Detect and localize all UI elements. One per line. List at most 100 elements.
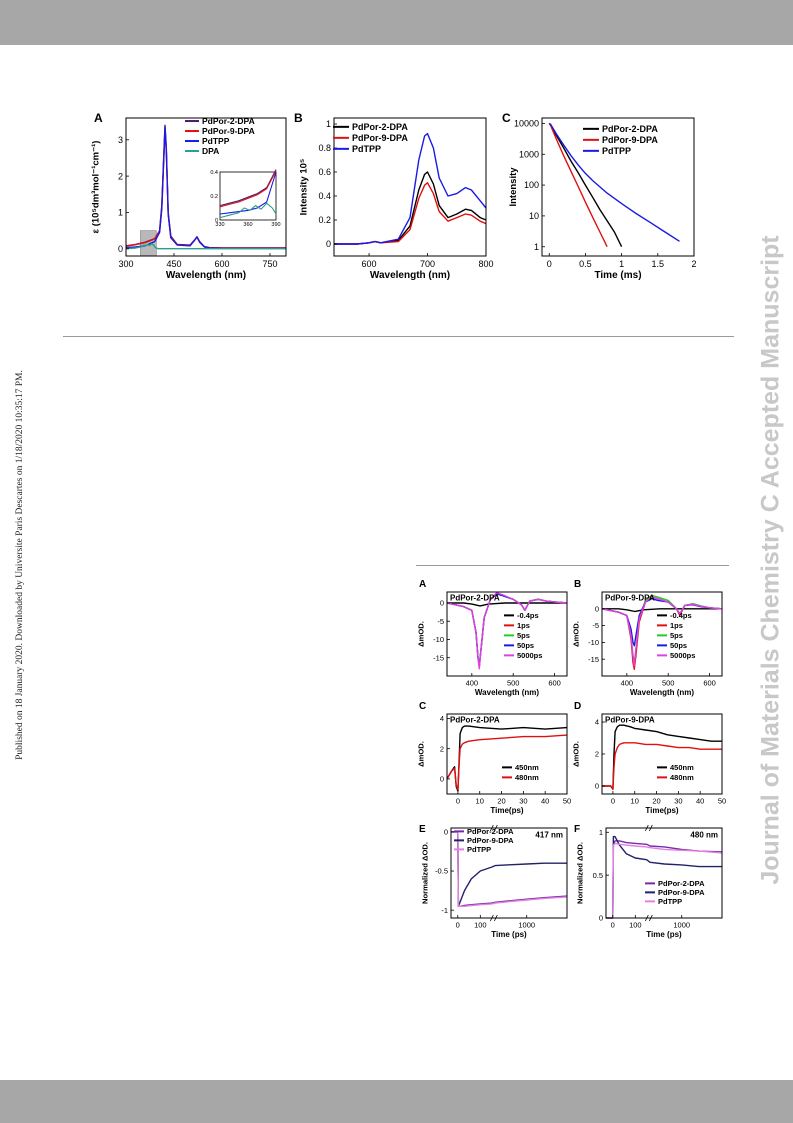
series-line-1 (334, 171, 487, 245)
x-axis-label: Time (ps) (646, 930, 682, 939)
y-tick-label: 0 (599, 914, 603, 923)
y-axis-label: ΔmOD. (572, 621, 581, 647)
legend-entry: PdTPP (467, 845, 491, 854)
y-tick-label: 1000 (519, 149, 539, 159)
panel-letter: C (419, 701, 426, 712)
legend-entry: 480nm (670, 773, 694, 782)
series-line-2 (601, 596, 723, 671)
series-line-4 (125, 242, 286, 250)
x-axis-label: Time (ms) (594, 270, 641, 281)
series-line-2 (606, 835, 722, 919)
legend-entry: PdTPP (352, 144, 381, 154)
y-tick-label: 0 (595, 604, 599, 613)
y-tick-label: -5 (437, 617, 444, 626)
inset-x-tick-label: 390 (271, 222, 280, 228)
inset-series-line-4 (219, 202, 277, 219)
series-line-4 (601, 598, 723, 647)
y-tick-label: 1 (599, 828, 603, 837)
chart-fig2d: 0 10 20 30 40 50 0 2 4 Time(ps) ΔmOD. D PdPor-9-DPA 4… (572, 701, 727, 815)
series-line-1 (602, 608, 722, 613)
watermark-text: Journal of Materials Chemistry C Accepte… (756, 235, 785, 885)
legend-entry: DPA (202, 146, 219, 156)
chart-title: PdPor-2-DPA (450, 716, 500, 725)
y-tick-label: -1 (441, 906, 448, 915)
plot-frame (601, 591, 723, 677)
legend-entry: 50ps (517, 641, 534, 650)
x-axis-label: Time(ps) (490, 806, 524, 815)
panel-letter: A (419, 579, 426, 590)
y-tick-label: 0 (440, 599, 444, 608)
y-axis-label: Intensity 10⁵ (299, 159, 310, 216)
legend-entry: PdPor-9-DPA (202, 126, 255, 136)
panel-letter: A (94, 111, 103, 125)
series-line-2 (602, 742, 722, 790)
y-tick-label: -5 (592, 621, 599, 630)
series-line-1 (548, 122, 623, 248)
x-tick-label: 300 (118, 259, 133, 269)
axis-break-mark (644, 824, 649, 832)
chart-fig2b: 400 500 600 0 -5 -10 -15 Wavelength (nm) ΔmOD. B P… (572, 579, 723, 697)
figure-divider (416, 565, 729, 566)
y-axis-label: Normalized ΔOD. (421, 842, 430, 904)
x-tick-label: 0 (611, 921, 615, 930)
legend-entry: PdPor-2-DPA (467, 827, 514, 836)
y-tick-label: 0 (444, 828, 448, 837)
y-tick-label: 2 (118, 171, 123, 181)
plot-frame (601, 713, 723, 795)
y-tick-label: 1 (118, 208, 123, 218)
y-tick-label: 0 (595, 782, 599, 791)
top-banner (0, 0, 793, 45)
inset-y-tick-label: 0.2 (210, 194, 218, 200)
y-tick-label: 1 (326, 119, 331, 129)
y-tick-label: 1 (534, 242, 539, 252)
y-tick-label: -10 (588, 638, 599, 647)
legend-entry: PdPor-2-DPA (602, 124, 658, 134)
x-tick-label: 100 (474, 921, 487, 930)
panel-letter: E (419, 824, 426, 835)
legend-entry: PdTPP (602, 146, 631, 156)
y-tick-label: 0.6 (318, 167, 331, 177)
x-tick-label: 600 (548, 679, 561, 688)
series-line-1 (447, 602, 567, 607)
inset-series-line-2 (219, 170, 277, 208)
x-tick-label: 1000 (518, 921, 535, 930)
y-tick-label: 4 (440, 714, 444, 723)
legend-entry: PdPor-9-DPA (352, 133, 408, 143)
x-tick-label: 0.5 (579, 259, 592, 269)
y-axis-label: Normalized ΔOD. (576, 842, 585, 904)
legend-entry: PdPor-2-DPA (658, 879, 705, 888)
inset-y-tick-label: 0 (215, 218, 218, 224)
x-tick-label: 100 (629, 921, 642, 930)
section-divider (63, 336, 734, 337)
y-tick-label: 0.4 (318, 191, 331, 201)
inset-x-tick-label: 360 (243, 222, 252, 228)
x-tick-label: 1000 (673, 921, 690, 930)
panel-letter: F (574, 824, 580, 835)
inset-y-tick-label: 0.4 (210, 170, 218, 176)
plot-frame (446, 591, 568, 677)
y-axis-label: ΔmOD. (572, 741, 581, 767)
panel-letter: B (294, 111, 303, 125)
chart-fig2e: 0 100 1000 0 -0.5 -1 Time (ps) Normalized ΔOD. E… (419, 824, 568, 939)
axis-break-mark (493, 824, 498, 832)
x-axis-label: Wavelength (nm) (475, 688, 539, 697)
y-tick-label: 0 (118, 244, 123, 254)
chart-fig2a: 400 500 600 0 -5 -10 -15 Wavelength (nm) ΔmOD. A P… (417, 579, 568, 697)
x-tick-label: 1 (619, 259, 624, 269)
x-tick-label: 10 (476, 797, 484, 806)
legend-entry: 5ps (517, 631, 530, 640)
y-axis-label: ΔmOD. (417, 741, 426, 767)
x-axis-label: Wavelength (nm) (370, 270, 450, 281)
y-tick-label: 10 (529, 211, 539, 221)
y-tick-label: 100 (524, 180, 539, 190)
series-line-2 (446, 593, 568, 666)
x-tick-label: 600 (703, 679, 716, 688)
x-tick-label: 20 (652, 797, 660, 806)
x-axis-label: Time (ps) (491, 930, 527, 939)
x-tick-label: 600 (362, 259, 377, 269)
series-line-3 (334, 132, 487, 245)
x-tick-label: 0 (547, 259, 552, 269)
legend-entry: 480nm (515, 773, 539, 782)
y-tick-label: -15 (433, 653, 444, 662)
axis-break-mark (644, 914, 649, 922)
